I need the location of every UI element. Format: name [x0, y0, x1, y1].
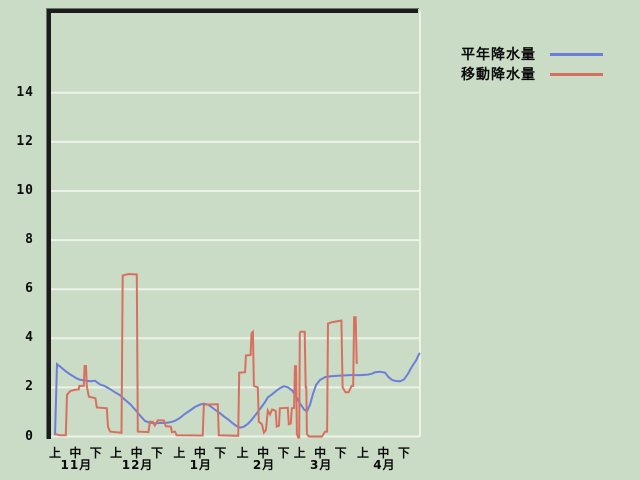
y-tick-label: 4: [25, 330, 34, 346]
x-period-label: 下: [277, 446, 290, 460]
x-period-label: 上: [293, 446, 306, 460]
x-period-label: 下: [334, 446, 347, 460]
x-month-label: 11月: [60, 458, 93, 472]
axis-frame-highlight-left: [46, 8, 47, 439]
x-month-label: 1月: [189, 458, 212, 472]
legend-item: 平年降水量: [461, 44, 603, 64]
y-tick-label: 6: [25, 281, 34, 297]
legend: 平年降水量移動降水量: [461, 44, 603, 84]
x-period-label: 中: [257, 446, 270, 460]
y-tick-label: 2: [25, 379, 34, 395]
x-period-label: 下: [214, 446, 227, 460]
x-month-label: 4月: [373, 458, 396, 472]
x-period-label: 上: [236, 446, 249, 460]
y-tick-label: 14: [16, 84, 34, 100]
x-month-label: 3月: [310, 458, 333, 472]
series-line-1: [54, 272, 358, 439]
x-period-label: 中: [193, 446, 206, 460]
legend-label: 移動降水量: [461, 67, 536, 83]
y-axis-line: [47, 9, 51, 439]
x-month-label: 12月: [121, 458, 154, 472]
x-period-label: 下: [150, 446, 163, 460]
x-period-label: 下: [397, 446, 410, 460]
legend-item: 移動降水量: [461, 64, 603, 84]
axis-frame-highlight-top: [46, 8, 419, 9]
legend-line-swatch: [550, 52, 603, 56]
y-tick-label: 8: [25, 232, 34, 248]
y-tick-label: 0: [25, 428, 34, 444]
x-period-label: 中: [377, 446, 390, 460]
y-tick-label: 12: [16, 133, 34, 149]
x-period-label: 下: [89, 446, 102, 460]
y-tick-label: 10: [16, 183, 34, 198]
x-month-label: 2月: [252, 458, 276, 472]
plot-top-border: [47, 9, 418, 13]
x-period-label: 上: [110, 446, 123, 460]
legend-line-swatch: [550, 72, 603, 76]
x-period-label: 中: [130, 446, 143, 460]
x-period-label: 上: [48, 446, 61, 460]
x-period-label: 上: [173, 446, 186, 460]
x-period-label: 中: [69, 446, 82, 460]
x-period-label: 中: [314, 446, 327, 460]
legend-label: 平年降水量: [461, 47, 536, 63]
x-period-label: 上: [357, 446, 370, 460]
